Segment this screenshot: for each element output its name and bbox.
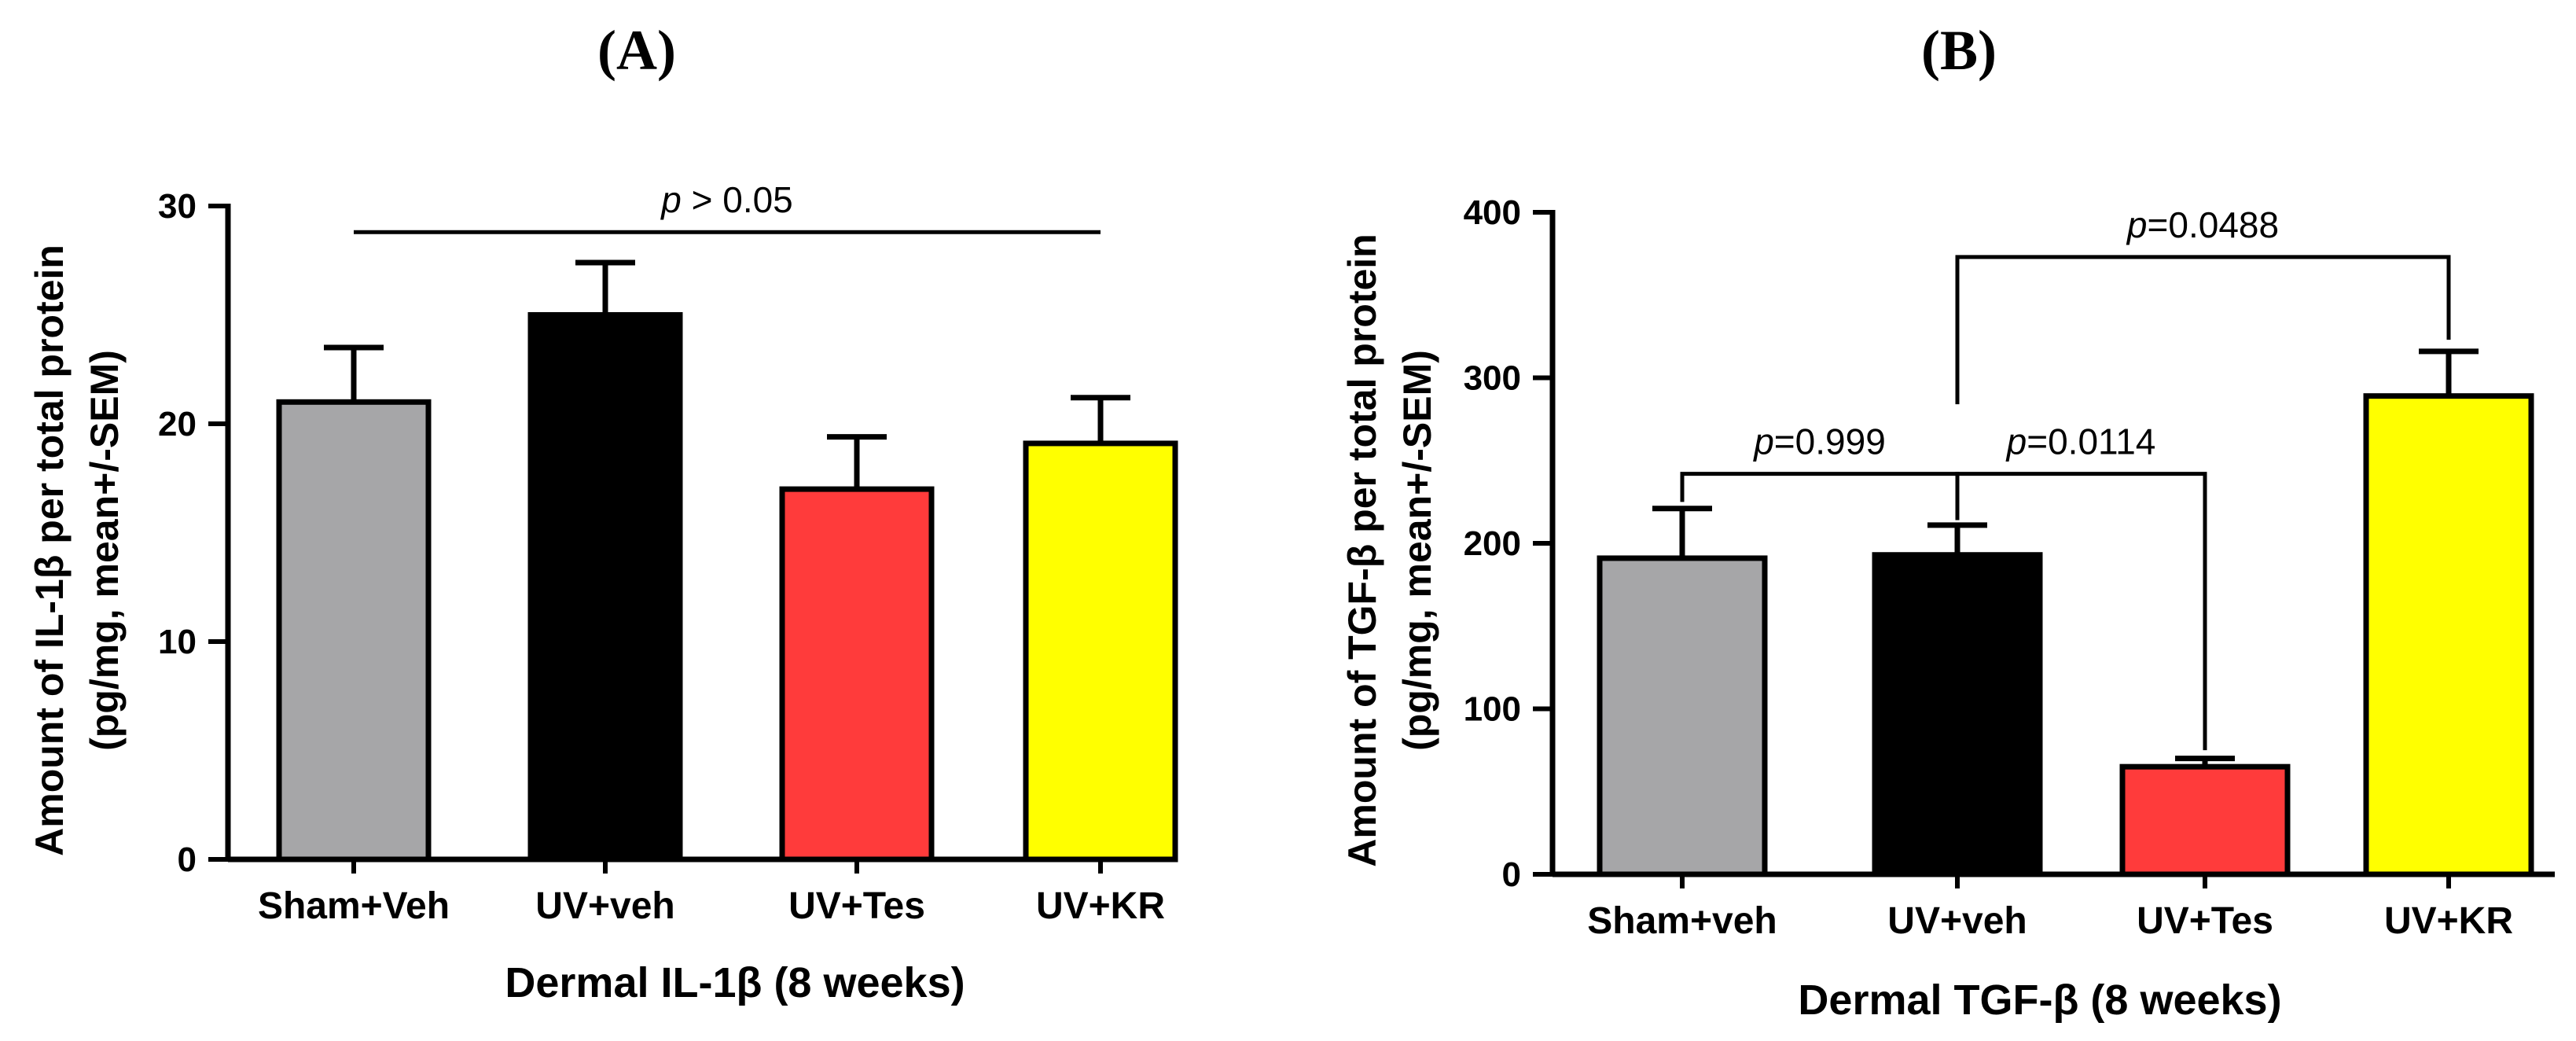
panel-a-axes: Sham+Veh UV+veh UV+Tes UV+KR 0 10 20 30 bbox=[158, 187, 1171, 927]
y-tick-label: 10 bbox=[158, 623, 197, 661]
panel-a-x-axis-title: Dermal IL-1β (8 weeks) bbox=[505, 959, 965, 1006]
bar-uv-kr bbox=[1023, 440, 1178, 863]
bar-uv-veh bbox=[1872, 552, 2043, 877]
panel-b-x-axis-title: Dermal TGF-β (8 weeks) bbox=[1798, 977, 2281, 1024]
y-tick-label: 20 bbox=[158, 405, 197, 443]
panel-b-chart: (B) Amount of TGF-β per total protein (p… bbox=[1340, 19, 2555, 1024]
y-tick-label: 200 bbox=[1464, 524, 1521, 563]
category-label: UV+KR bbox=[2384, 900, 2513, 942]
y-tick-label: 300 bbox=[1464, 359, 1521, 398]
y-tick-label: 400 bbox=[1464, 193, 1521, 232]
bar-uv-veh bbox=[527, 312, 683, 863]
y-tick-label: 30 bbox=[158, 187, 197, 226]
panel-a-bars bbox=[276, 312, 1178, 863]
significance-bracket bbox=[1955, 472, 2207, 751]
p-value-label: p > 0.05 bbox=[660, 179, 793, 220]
y-tick-label: 0 bbox=[1502, 855, 1521, 894]
bar-sham-veh bbox=[1597, 555, 1768, 877]
bar-uv-tes bbox=[779, 486, 935, 863]
panel-b-y-axis-title: Amount of TGF-β per total protein (pg/mg… bbox=[1340, 234, 1439, 866]
panel-a-y-axis-title-line1: Amount of IL-1β per total protein bbox=[28, 245, 72, 856]
y-tick-label: 100 bbox=[1464, 690, 1521, 729]
panel-b-axes: Sham+veh UV+veh UV+Tes UV+KR 0 100 200 300 400 bbox=[1464, 193, 2555, 942]
panel-a-chart: (A) Amount of IL-1β per total protein (p… bbox=[28, 19, 1178, 1006]
panel-a-error-bars bbox=[324, 259, 1130, 490]
panel-b-y-axis-title-line2: (pg/mg, mean+/-SEM) bbox=[1395, 350, 1439, 751]
panel-b-bars bbox=[1597, 393, 2534, 877]
panel-b-y-axis-title-line1: Amount of TGF-β per total protein bbox=[1340, 234, 1384, 866]
panel-a-annotations: p > 0.05 bbox=[354, 179, 1101, 234]
panel-b-label: (B) bbox=[1921, 19, 1997, 82]
category-label: UV+Tes bbox=[788, 885, 925, 927]
panel-b-annotations: p=0.999 p=0.0114 p=0.0488 bbox=[1680, 204, 2451, 751]
bar-uv-tes bbox=[2119, 763, 2291, 877]
category-label: UV+veh bbox=[535, 885, 674, 927]
category-label: UV+Tes bbox=[2137, 900, 2273, 942]
panel-a-y-axis-title: Amount of IL-1β per total protein (pg/mg… bbox=[28, 245, 127, 856]
p-value-label: p=0.999 bbox=[1752, 421, 1886, 462]
category-label: Sham+veh bbox=[1587, 900, 1777, 942]
y-tick-label: 0 bbox=[178, 841, 197, 879]
p-value-label: p=0.0114 bbox=[2005, 421, 2156, 462]
bar-uv-kr bbox=[2363, 393, 2534, 877]
panel-b-error-bars bbox=[1652, 348, 2479, 767]
significance-bracket bbox=[1680, 472, 1960, 520]
category-label: UV+KR bbox=[1036, 885, 1165, 927]
category-label: Sham+Veh bbox=[258, 885, 450, 927]
panel-a-y-axis-title-line2: (pg/mg, mean+/-SEM) bbox=[83, 350, 127, 751]
category-label: UV+veh bbox=[1887, 900, 2027, 942]
significance-bracket bbox=[1955, 255, 2451, 405]
bar-sham-veh bbox=[276, 399, 432, 863]
panel-a-label: (A) bbox=[597, 19, 676, 82]
p-value-label: p=0.0488 bbox=[2126, 204, 2279, 245]
